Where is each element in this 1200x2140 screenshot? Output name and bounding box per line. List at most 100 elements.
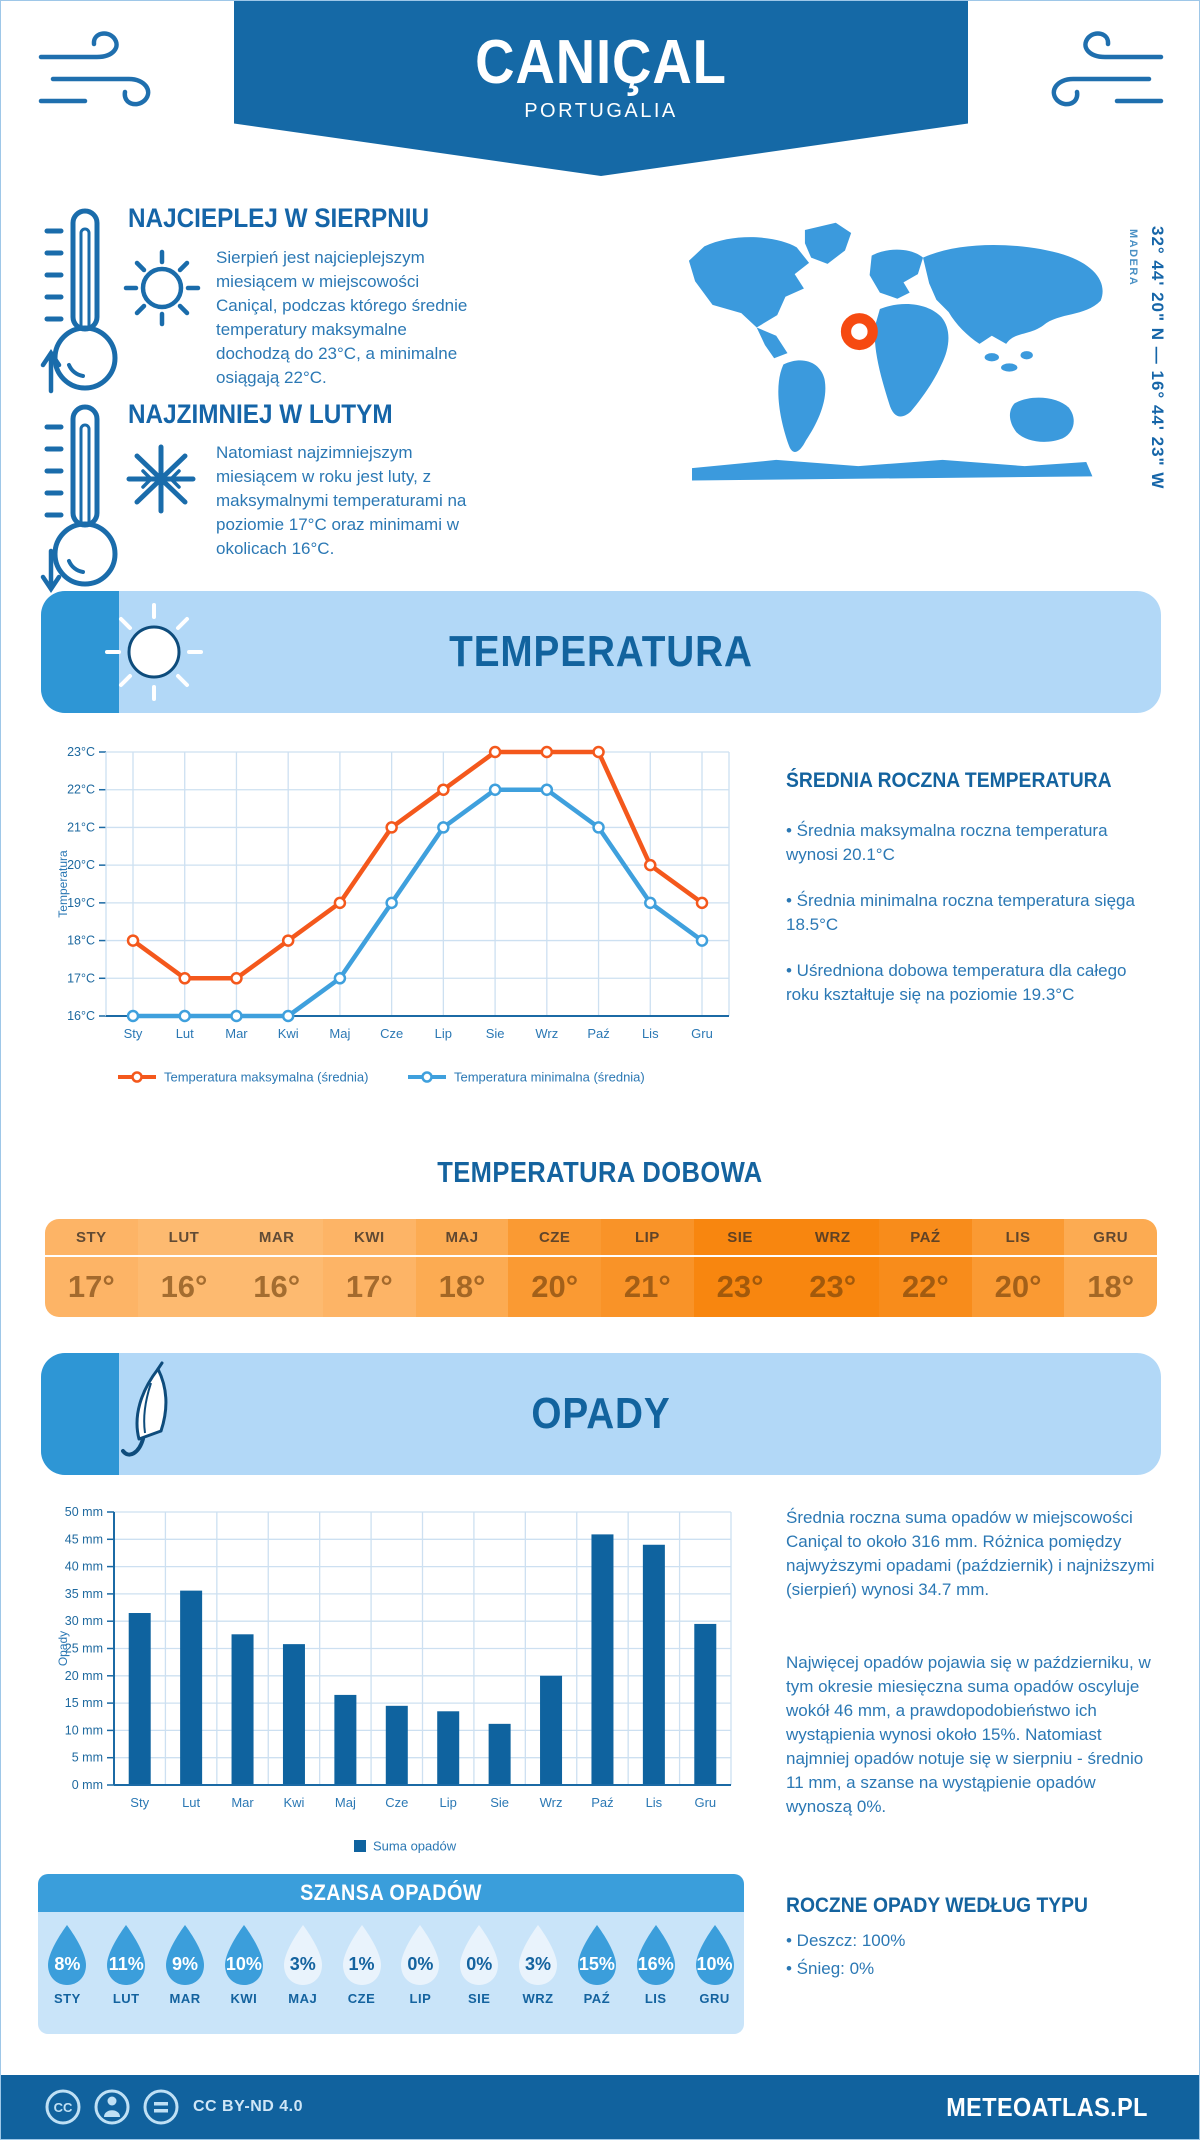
raindrop-icon: 3% <box>515 1923 561 1987</box>
temp-stats-list: • Średnia maksymalna roczna temperatura … <box>786 819 1156 1029</box>
daily-temp-cell: STY 17° <box>45 1219 138 1317</box>
precipitation-banner-tab <box>41 1353 119 1475</box>
precip-chance-month: STY <box>54 1991 81 2006</box>
daily-temp-cell: MAJ 18° <box>415 1219 509 1317</box>
precip-chance-item: 10% GRU <box>685 1923 744 2034</box>
cc-by-person-icon <box>94 2089 130 2125</box>
svg-text:CC: CC <box>54 2100 73 2115</box>
svg-text:25 mm: 25 mm <box>65 1642 103 1656</box>
precip-chance-month: MAJ <box>288 1991 318 2006</box>
svg-text:30 mm: 30 mm <box>65 1614 103 1628</box>
daily-temp-month: MAJ <box>415 1219 509 1257</box>
svg-text:10 mm: 10 mm <box>65 1723 103 1737</box>
svg-text:21°C: 21°C <box>67 820 95 834</box>
precip-chance-value: 8% <box>54 1954 81 1974</box>
cc-icon: CC <box>45 2089 81 2125</box>
svg-text:17°C: 17°C <box>67 971 95 985</box>
precip-type-heading: ROCZNE OPADY WEDŁUG TYPU <box>786 1894 1088 1917</box>
raindrop-icon: 16% <box>633 1923 679 1987</box>
svg-text:16°C: 16°C <box>67 1009 95 1023</box>
precip-chance-value: 0% <box>407 1954 434 1974</box>
temperature-section-title: TEMPERATURA <box>449 627 753 676</box>
daily-temp-cell: LIS 20° <box>971 1219 1065 1317</box>
raindrop-icon: 11% <box>103 1923 149 1987</box>
raindrop-icon: 0% <box>397 1923 443 1987</box>
temp-stats-heading: ŚREDNIA ROCZNA TEMPERATURA <box>786 769 1112 792</box>
cc-nd-icon <box>143 2089 179 2125</box>
daily-temp-cell: LUT 16° <box>137 1219 231 1317</box>
page-title: CANIÇAL <box>475 28 727 97</box>
svg-text:Mar: Mar <box>225 1026 248 1041</box>
precip-paragraph-2: Najwięcej opadów pojawia się w październ… <box>786 1653 1151 1816</box>
cc-icons: CC <box>43 2087 181 2127</box>
daily-temp-month: SIE <box>693 1219 787 1257</box>
sun-icon <box>123 249 201 327</box>
precip-type-snow: • Śnieg: 0% <box>786 1959 875 1978</box>
raindrop-icon: 3% <box>280 1923 326 1987</box>
raindrop-icon: 9% <box>162 1923 208 1987</box>
raindrop-icon: 0% <box>456 1923 502 1987</box>
license-label: CC BY-ND 4.0 <box>193 2098 304 2115</box>
sun-badge-icon <box>105 603 203 701</box>
daily-temp-cell: SIE 23° <box>693 1219 787 1317</box>
location-marker <box>840 313 878 351</box>
precip-chance-month: CZE <box>347 1991 376 2006</box>
svg-text:Maj: Maj <box>335 1795 356 1810</box>
daily-temp-month: LIP <box>601 1219 694 1257</box>
precip-chance-month: SIE <box>467 1991 491 2006</box>
daily-temp-heading: TEMPERATURA DOBOWA <box>437 1157 763 1189</box>
daily-temp-month: PAŹ <box>879 1219 972 1257</box>
precipitation-bar-chart: 0 mm 5 mm 10 mm 15 mm 20 mm 25 mm 30 mm 35 mm 40… <box>56 1505 732 1854</box>
precip-paragraph-1: Średnia roczna suma opadów w miejscowośc… <box>786 1508 1155 1599</box>
precip-chance-value: 9% <box>172 1954 199 1974</box>
svg-text:45 mm: 45 mm <box>65 1532 103 1546</box>
daily-temp-month: MAR <box>230 1219 324 1257</box>
svg-text:Gru: Gru <box>691 1026 713 1041</box>
precip-chance-value: 3% <box>289 1954 316 1974</box>
daily-temp-value: 16° <box>160 1269 208 1304</box>
umbrella-badge-icon <box>121 1361 168 1457</box>
site-name: METEOATLAS.PL <box>946 2091 1148 2122</box>
daily-temp-value: 16° <box>253 1269 301 1304</box>
daily-temp-cell: MAR 16° <box>230 1219 324 1317</box>
daily-temp-table: STY 17° LUT 16° MAR 16° KWI 17° MAJ 18° CZE 20° LIP 2… <box>45 1219 1157 1317</box>
svg-text:Sie: Sie <box>490 1795 509 1810</box>
temp-stat-item: • Średnia minimalna roczna temperatura s… <box>786 891 1135 934</box>
temp-stat-item: • Średnia maksymalna roczna temperatura … <box>786 821 1108 864</box>
svg-text:15 mm: 15 mm <box>65 1696 103 1710</box>
precip-chance-month: WRZ <box>522 1991 554 2006</box>
precip-chance-value: 11% <box>108 1954 144 1974</box>
world-map <box>688 222 1103 481</box>
daily-temp-month: WRZ <box>786 1219 880 1257</box>
svg-text:Sty: Sty <box>130 1795 149 1810</box>
daily-temp-value: 17° <box>67 1269 115 1304</box>
precipitation-section-title: OPADY <box>531 1389 671 1438</box>
svg-text:20°C: 20°C <box>67 858 95 872</box>
temp-stat-item: • Uśredniona dobowa temperatura dla całe… <box>786 961 1127 1004</box>
svg-text:Paź: Paź <box>591 1795 613 1810</box>
svg-text:19°C: 19°C <box>67 896 95 910</box>
svg-text:Sty: Sty <box>124 1026 143 1041</box>
precip-chance-item: 3% MAJ <box>273 1923 332 2034</box>
precip-chance-item: 9% MAR <box>156 1923 215 2034</box>
svg-text:Sie: Sie <box>486 1026 505 1041</box>
precip-chance-panel: SZANSA OPADÓW 8% STY 11% LUT 9% MAR 10% KWI 3% MA… <box>38 1874 744 2034</box>
precip-chance-value: 3% <box>525 1954 552 1974</box>
precip-chance-drops: 8% STY 11% LUT 9% MAR 10% KWI 3% MAJ 1% CZE 0% LIP 0% S… <box>38 1912 744 2034</box>
svg-text:Wrz: Wrz <box>540 1795 563 1810</box>
svg-text:Paź: Paź <box>587 1026 609 1041</box>
svg-text:Lut: Lut <box>176 1026 194 1041</box>
svg-text:Lip: Lip <box>440 1795 457 1810</box>
raindrop-icon: 10% <box>692 1923 738 1987</box>
raindrop-icon: 8% <box>44 1923 90 1987</box>
daily-temp-month: CZE <box>508 1219 602 1257</box>
highlight-warmest-title: NAJCIEPLEJ W SIERPNIU <box>128 203 430 233</box>
precip-chance-month: LUT <box>112 1991 140 2006</box>
precip-chance-item: 15% PAŹ <box>567 1923 626 2034</box>
svg-text:50 mm: 50 mm <box>65 1505 103 1519</box>
daily-temp-cell: CZE 20° <box>508 1219 602 1317</box>
svg-text:0 mm: 0 mm <box>72 1778 103 1792</box>
svg-text:35 mm: 35 mm <box>65 1587 103 1601</box>
precip-chance-item: 1% CZE <box>332 1923 391 2034</box>
